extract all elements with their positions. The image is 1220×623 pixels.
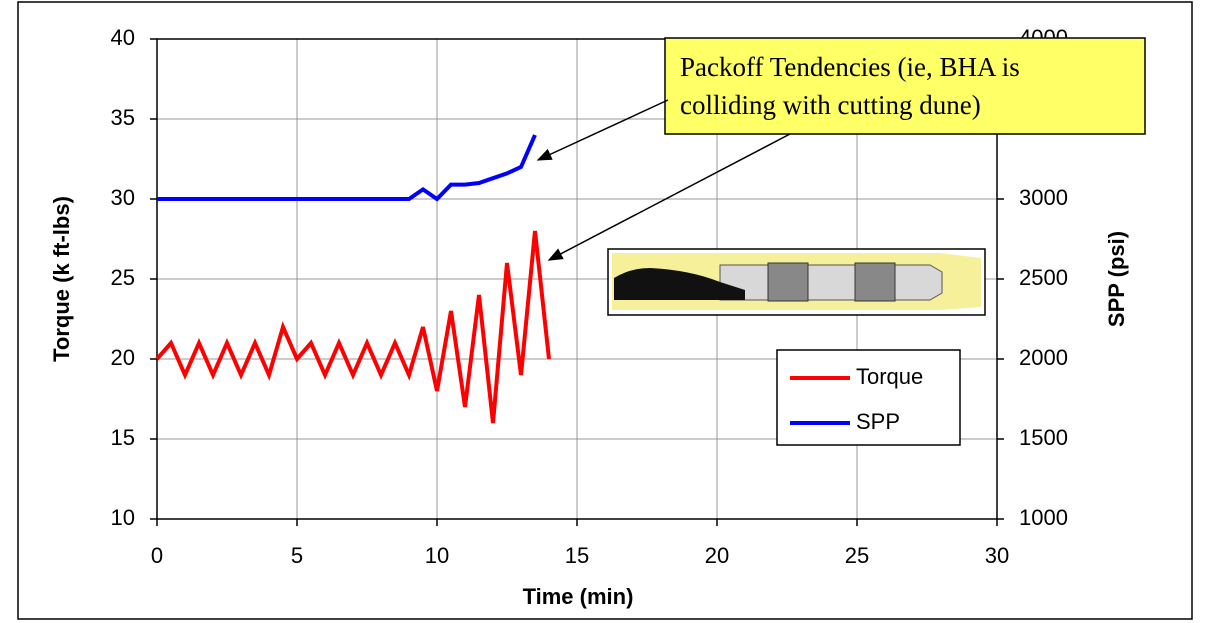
legend-label: SPP (856, 409, 900, 434)
y2-tick-label: 3000 (1019, 185, 1068, 210)
stabilizer (767, 262, 809, 302)
x-axis-title: Time (min) (523, 584, 634, 609)
y2-axis-title: SPP (psi) (1104, 231, 1129, 327)
y2-tick-label: 2500 (1019, 265, 1068, 290)
y2-tick-label: 2000 (1019, 345, 1068, 370)
series-line (155, 230, 551, 424)
bha-body (719, 264, 943, 301)
y-axis-title: Torque (k ft-lbs) (49, 196, 74, 362)
y2-tick-label: 1000 (1019, 505, 1068, 530)
annotation-box (664, 37, 1146, 135)
y-tick-label: 20 (111, 345, 135, 370)
y-tick-label: 30 (111, 185, 135, 210)
legend-label: Torque (856, 364, 923, 389)
x-tick-label: 5 (291, 543, 303, 568)
x-tick-label: 20 (705, 543, 729, 568)
y-tick-label: 15 (111, 425, 135, 450)
lines (155, 134, 551, 424)
y2-tick-label: 1500 (1019, 425, 1068, 450)
x-tick-label: 25 (845, 543, 869, 568)
annotation-text: Packoff Tendencies (ie, BHA is (680, 52, 1020, 82)
stabilizer (854, 262, 896, 302)
series-line (157, 134, 537, 202)
legend (776, 349, 961, 446)
annotation-text: colliding with cutting dune) (680, 90, 981, 120)
x-tick-label: 30 (985, 543, 1009, 568)
x-tick-label: 10 (425, 543, 449, 568)
y-tick-label: 40 (111, 25, 135, 50)
annotation-arrow (547, 133, 791, 261)
y-tick-label: 10 (111, 505, 135, 530)
legend-entries: Torque SPP (790, 364, 923, 434)
cutting-dune (614, 268, 745, 300)
x-tick-label: 0 (151, 543, 163, 568)
annotation-arrow (536, 99, 669, 161)
y-tick-label: 25 (111, 265, 135, 290)
x-tick-label: 15 (565, 543, 589, 568)
bha-illustration (607, 248, 986, 316)
y-tick-label: 35 (111, 105, 135, 130)
